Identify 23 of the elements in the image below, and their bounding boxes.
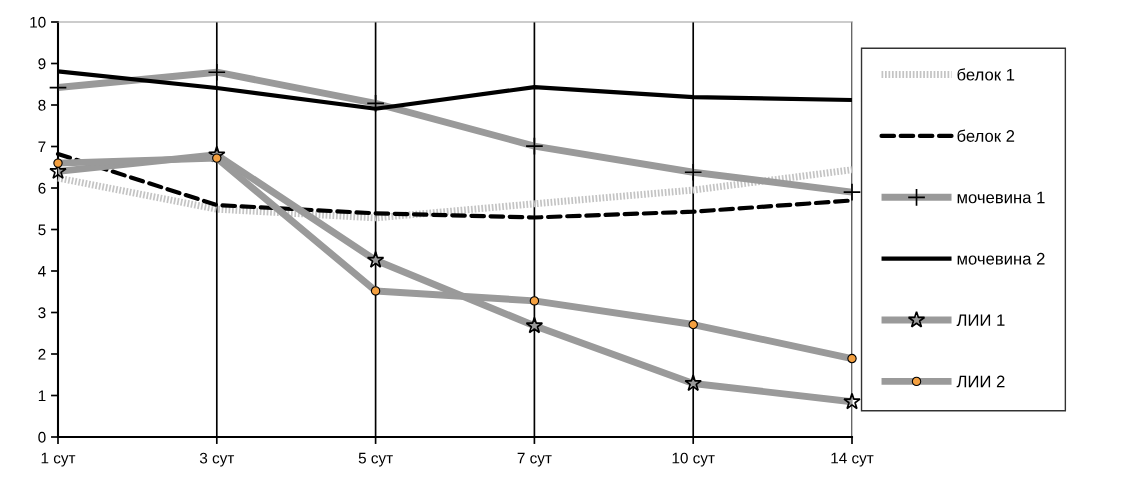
legend-label: мочевина 2 xyxy=(957,252,1045,265)
y-tick-label: 10 xyxy=(30,16,46,28)
legend-label: белок 2 xyxy=(957,129,1015,142)
legend-label: ЛИИ 1 xyxy=(956,314,1005,326)
y-tick-label: 2 xyxy=(38,348,46,360)
y-tick-label: 8 xyxy=(38,99,46,111)
x-tick-label: 3 сут xyxy=(199,452,235,467)
y-tick-label: 3 xyxy=(38,307,46,319)
y-tick-label: 0 xyxy=(38,431,46,443)
x-tick-label: 7 сут xyxy=(517,452,552,467)
y-tick-label: 5 xyxy=(38,224,46,236)
legend-label: ЛИИ 2 xyxy=(956,375,1005,388)
y-tick-label: 9 xyxy=(38,58,46,70)
x-tick-label: 10 сут xyxy=(672,452,715,467)
x-tick-label: 5 сут xyxy=(358,452,393,467)
y-tick-label: 4 xyxy=(38,266,46,277)
y-tick-label: 1 xyxy=(38,390,46,402)
legend-label: белок 1 xyxy=(957,68,1015,81)
x-tick-label: 14 сут xyxy=(831,452,874,467)
y-tick-label: 7 xyxy=(38,141,46,153)
x-tick-label: 1 сут xyxy=(41,452,76,467)
legend-label: мочевина 1 xyxy=(957,191,1045,204)
y-tick-label: 6 xyxy=(38,182,46,194)
